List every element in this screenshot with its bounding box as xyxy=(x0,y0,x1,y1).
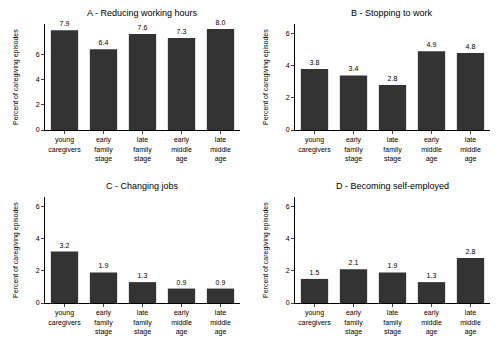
svg-text:4: 4 xyxy=(286,235,290,242)
svg-text:earlymiddleage: earlymiddleage xyxy=(171,309,192,335)
svg-text:6: 6 xyxy=(36,203,40,210)
svg-text:youngcaregivers: youngcaregivers xyxy=(48,136,81,153)
svg-text:7.6: 7.6 xyxy=(138,24,148,31)
svg-text:1.9: 1.9 xyxy=(99,262,109,269)
svg-text:0: 0 xyxy=(36,299,40,306)
svg-text:6: 6 xyxy=(36,51,40,58)
svg-text:latefamilystage: latefamilystage xyxy=(133,136,152,162)
svg-text:2.8: 2.8 xyxy=(466,248,476,255)
svg-text:8.0: 8.0 xyxy=(216,19,226,26)
svg-text:youngcaregivers: youngcaregivers xyxy=(298,136,331,153)
svg-text:earlyfamilystage: earlyfamilystage xyxy=(344,136,363,162)
svg-text:4: 4 xyxy=(36,235,40,242)
svg-text:2.1: 2.1 xyxy=(349,259,359,266)
svg-text:4: 4 xyxy=(286,62,290,69)
svg-text:D - Becoming self-employed: D - Becoming self-employed xyxy=(336,181,449,191)
svg-text:1.3: 1.3 xyxy=(138,272,148,279)
svg-text:7.3: 7.3 xyxy=(177,28,187,35)
svg-text:earlymiddleage: earlymiddleage xyxy=(421,136,442,162)
svg-text:B - Stopping to work: B - Stopping to work xyxy=(351,8,433,18)
svg-text:latemiddleage: latemiddleage xyxy=(460,136,481,162)
svg-text:earlyfamilystage: earlyfamilystage xyxy=(94,136,113,162)
svg-text:0.9: 0.9 xyxy=(177,279,187,286)
svg-text:3.2: 3.2 xyxy=(60,242,70,249)
svg-text:0: 0 xyxy=(286,299,290,306)
svg-text:0: 0 xyxy=(286,126,290,133)
svg-text:latemiddleage: latemiddleage xyxy=(210,136,231,162)
svg-text:3.8: 3.8 xyxy=(310,59,320,66)
svg-text:1.9: 1.9 xyxy=(388,262,398,269)
svg-text:6: 6 xyxy=(286,30,290,37)
svg-text:latefamilystage: latefamilystage xyxy=(383,136,402,162)
svg-text:C - Changing jobs: C - Changing jobs xyxy=(106,181,179,191)
svg-text:4.9: 4.9 xyxy=(427,41,437,48)
svg-text:2: 2 xyxy=(286,267,290,274)
svg-text:1.5: 1.5 xyxy=(310,269,320,276)
svg-text:2: 2 xyxy=(36,101,40,108)
svg-text:Percent of caregiving episodes: Percent of caregiving episodes xyxy=(262,202,270,298)
svg-text:youngcaregivers: youngcaregivers xyxy=(298,309,331,326)
svg-text:A - Reducing working hours: A - Reducing working hours xyxy=(87,8,198,18)
svg-text:earlyfamilystage: earlyfamilystage xyxy=(94,309,113,335)
svg-text:1.3: 1.3 xyxy=(427,272,437,279)
svg-text:4: 4 xyxy=(36,76,40,83)
svg-text:Percent of caregiving episodes: Percent of caregiving episodes xyxy=(12,202,20,298)
svg-text:0: 0 xyxy=(36,126,40,133)
svg-text:earlyfamilystage: earlyfamilystage xyxy=(344,309,363,335)
svg-text:3.4: 3.4 xyxy=(349,65,359,72)
svg-text:latefamilystage: latefamilystage xyxy=(133,309,152,335)
svg-text:6: 6 xyxy=(286,203,290,210)
svg-text:latefamilystage: latefamilystage xyxy=(383,309,402,335)
svg-text:earlymiddleage: earlymiddleage xyxy=(421,309,442,335)
svg-text:2.8: 2.8 xyxy=(388,75,398,82)
svg-text:latemiddleage: latemiddleage xyxy=(460,309,481,335)
svg-text:Percent of caregiving episodes: Percent of caregiving episodes xyxy=(12,29,20,125)
svg-text:2: 2 xyxy=(36,267,40,274)
svg-text:2: 2 xyxy=(286,94,290,101)
svg-text:0.9: 0.9 xyxy=(216,279,226,286)
svg-text:earlymiddleage: earlymiddleage xyxy=(171,136,192,162)
svg-text:youngcaregivers: youngcaregivers xyxy=(48,309,81,326)
svg-text:latemiddleage: latemiddleage xyxy=(210,309,231,335)
svg-text:6.4: 6.4 xyxy=(99,39,109,46)
svg-text:7.9: 7.9 xyxy=(60,20,70,27)
svg-text:Percent of caregiving episodes: Percent of caregiving episodes xyxy=(262,29,270,125)
svg-text:4.8: 4.8 xyxy=(466,43,476,50)
